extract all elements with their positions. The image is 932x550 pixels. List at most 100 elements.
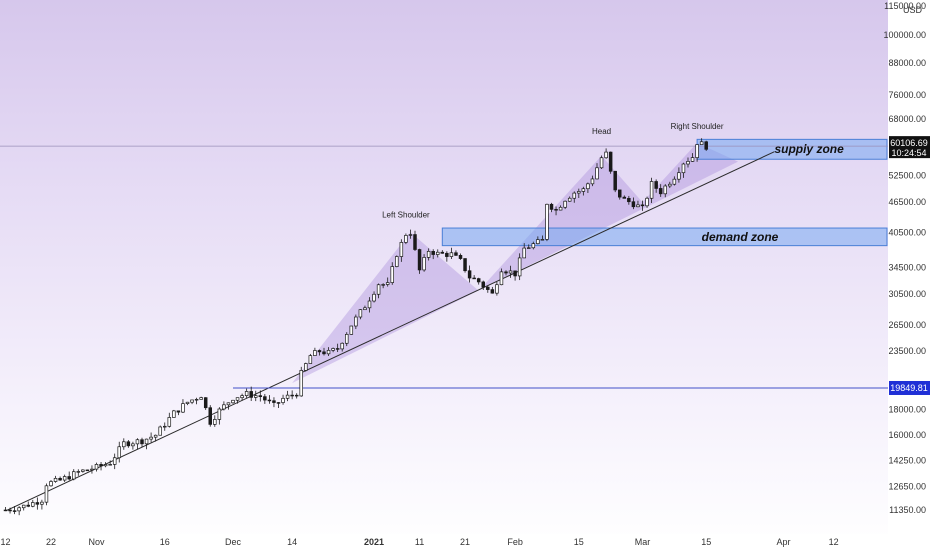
candle-body [304, 363, 308, 371]
candle-body [476, 278, 481, 283]
candle-body [486, 286, 490, 290]
candle-body [381, 284, 385, 286]
zones-layer: supply zone demand zone [441, 138, 888, 247]
candle-body [44, 485, 49, 503]
candle-body [117, 446, 121, 459]
candle-body [417, 249, 422, 271]
x-tick-label: 15 [701, 537, 711, 547]
candle-body [258, 395, 263, 398]
candle-body [267, 399, 272, 402]
y-tick-label: 14250.00 [888, 455, 926, 465]
candle-body [62, 476, 67, 481]
candle-body [422, 257, 426, 271]
candle-body [103, 464, 108, 467]
candle-body [67, 476, 71, 480]
candle-body [40, 501, 44, 505]
candle-body [172, 410, 176, 418]
candle-body [404, 235, 408, 243]
candle-body [326, 349, 331, 355]
candle-body [35, 502, 40, 505]
y-axis[interactable]: USD 115000.00 100000.00 88000.00 76000.00 68… [883, 1, 926, 515]
candle-body [426, 251, 431, 258]
current-price-countdown: 10:24:54 [891, 148, 926, 158]
x-tick-label: 22 [46, 537, 56, 547]
candle-body [385, 282, 390, 285]
candle-body [408, 234, 413, 236]
candle-body [645, 197, 649, 207]
candle-body [590, 178, 595, 185]
candle-body [617, 189, 622, 198]
candle-body [263, 396, 267, 401]
candle-body [190, 399, 194, 403]
y-tick-label: 18000.00 [888, 404, 926, 414]
x-tick-label: Apr [777, 537, 791, 547]
candle-body [531, 243, 536, 249]
x-tick-label: Feb [507, 537, 523, 547]
candle-body [668, 183, 672, 187]
candle-body [472, 277, 476, 280]
candle-body [144, 438, 149, 445]
x-tick-label: 12 [829, 537, 839, 547]
candle-body [390, 266, 395, 283]
candle-body [235, 397, 240, 401]
candle-body [536, 239, 540, 244]
candle-body [704, 141, 708, 150]
candle-body [686, 161, 690, 165]
candle-body [627, 198, 631, 203]
candle-body [677, 172, 681, 180]
candle-body [199, 397, 203, 400]
y-tick-label: 52500.00 [888, 171, 926, 181]
candle-body [294, 394, 299, 397]
x-tick-label: Mar [635, 537, 651, 547]
time-axis-panel [0, 534, 932, 550]
resistance-price-tag [889, 380, 930, 395]
candle-body [49, 481, 53, 487]
x-tick-label: Nov [88, 537, 105, 547]
candle-body [695, 144, 699, 158]
x-tick-label: 12 [0, 537, 10, 547]
candle-body [53, 477, 58, 482]
candle-body [490, 289, 495, 294]
candle-body [208, 407, 213, 425]
candle-body [690, 157, 695, 162]
candle-body [308, 355, 313, 364]
right-shoulder-label: Right Shoulder [671, 122, 724, 131]
pattern-layer [292, 142, 738, 384]
annotations-layer: Left Shoulder Head Right Shoulder [382, 122, 724, 220]
candle-body [517, 257, 522, 277]
candle-body [158, 426, 162, 436]
y-tick-label: 26500.00 [888, 320, 926, 330]
candle-body [504, 271, 508, 274]
candle-body [322, 351, 326, 355]
candle-body [363, 307, 367, 311]
candle-body [122, 441, 126, 448]
x-tick-label: 2021 [364, 537, 384, 547]
head-shoulders-shading [292, 142, 738, 384]
x-axis[interactable]: 12 22 Nov 16 Dec 14 2021 11 21 Feb 15 Mar 15 Apr 12 [0, 537, 838, 547]
candle-body [413, 234, 417, 250]
candle-body [454, 252, 458, 256]
candle-body [681, 163, 686, 174]
candle-body [508, 270, 513, 274]
candle-body [194, 398, 199, 401]
candle-body [126, 441, 131, 447]
candle-body [445, 252, 449, 257]
ascending-trendline [5, 151, 775, 512]
candle-body [636, 204, 640, 208]
y-tick-label: 76000.00 [888, 90, 926, 100]
candle-body [399, 242, 404, 257]
y-tick-label: 46500.00 [888, 197, 926, 207]
candle-body [281, 397, 285, 403]
candle-body [3, 509, 8, 512]
candle-body [71, 471, 76, 480]
candle-body [567, 197, 572, 202]
candle-body [285, 394, 290, 399]
candle-body [581, 188, 586, 192]
candle-body [481, 281, 486, 288]
x-tick-label: 21 [460, 537, 470, 547]
candle-body [244, 391, 249, 396]
candle-body [58, 477, 62, 481]
y-tick-label: 30500.00 [888, 289, 926, 299]
y-tick-label: 34500.00 [888, 262, 926, 272]
